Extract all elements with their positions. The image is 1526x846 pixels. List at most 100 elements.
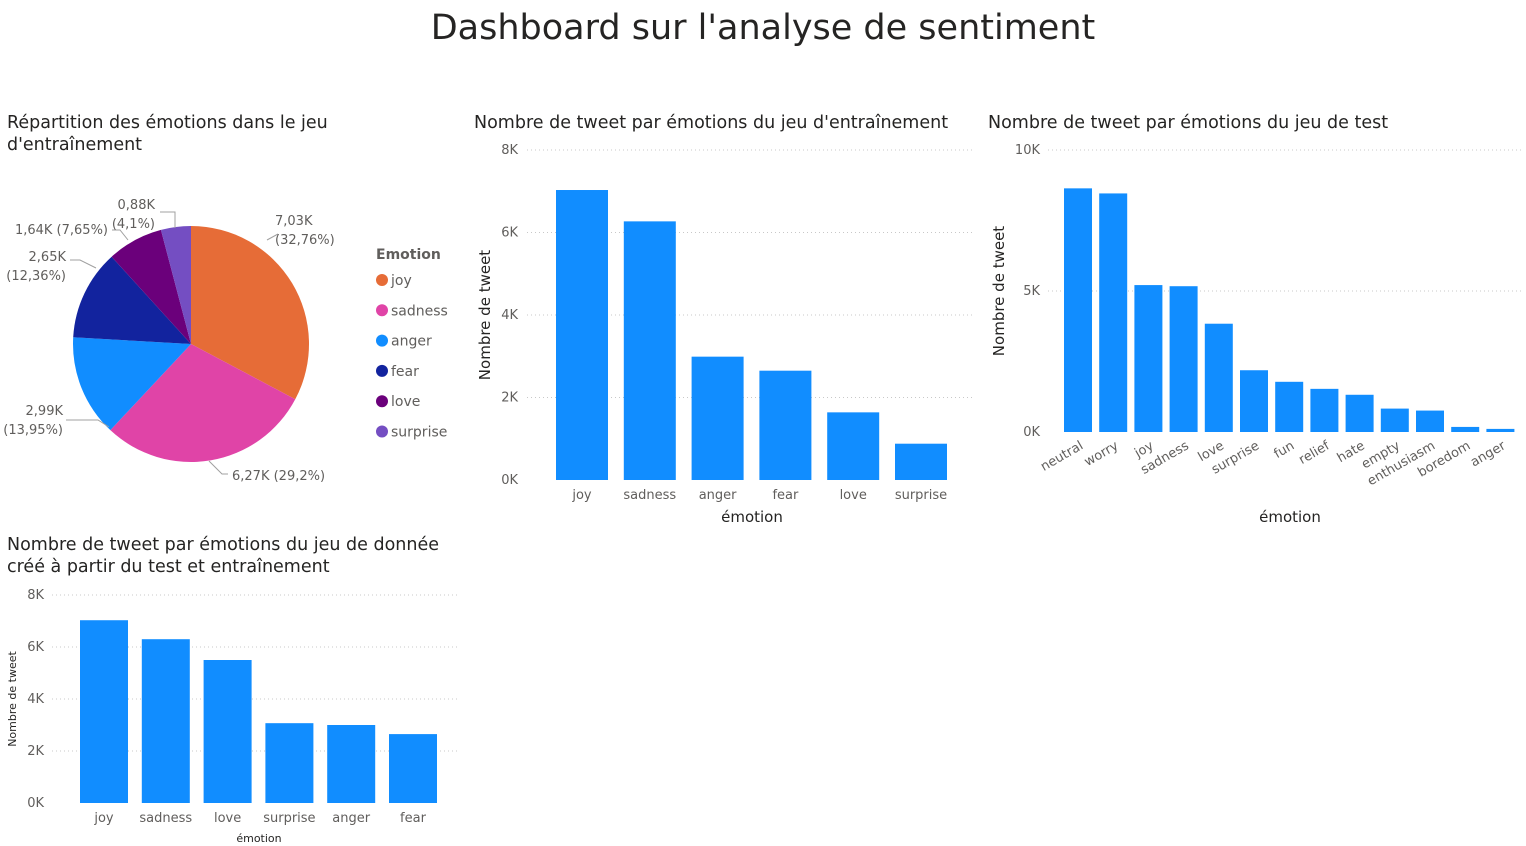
pie-slice-sadness	[110, 344, 296, 462]
x-tick-label: surprise	[895, 488, 947, 503]
combined-title-line-1: Nombre de tweet par émotions du jeu de d…	[7, 535, 439, 555]
bar-surprise	[1240, 370, 1268, 432]
pie-leader-line	[160, 211, 176, 228]
combined-bar-chart[interactable]: 0K 2K 4K 6K 8K joy sadness love surprise anger fea…	[0, 0, 480, 846]
pie-chart[interactable]: 7,03K (32,76%) 6,27K (29,2%) 2,99K (13,95%) 2…	[0, 0, 470, 500]
pie-legend-label: sadness	[391, 303, 448, 319]
pie-legend-label: love	[391, 394, 420, 410]
x-tick-label: sadness	[623, 488, 676, 503]
train-bar-chart[interactable]: 0K 2K 4K 6K 8K joy sadness anger fear love surpris…	[0, 0, 990, 540]
page-title: Dashboard sur l'analyse de sentiment	[430, 8, 1096, 48]
bar-enthusiasm	[1416, 410, 1444, 432]
bar-love	[1204, 323, 1233, 432]
pie-data-label: 0,88K	[118, 198, 156, 213]
pie-slice-fear	[73, 256, 191, 344]
pie-data-label: 7,03K	[275, 214, 313, 229]
x-tick-label: neutral	[1038, 438, 1086, 474]
test-chart-title: Nombre de tweet par émotions du jeu de t…	[988, 113, 1389, 133]
y-tick-label: 5K	[1023, 284, 1040, 299]
pie-legend-marker-joy	[376, 274, 388, 286]
pie-leader-line	[66, 419, 110, 428]
bar-fear	[759, 370, 812, 480]
pie-data-label: (32,76%)	[275, 233, 335, 248]
bar-fear	[389, 734, 437, 803]
y-axis-title: Nombre de tweet	[476, 250, 494, 380]
pie-data-label: (13,95%)	[3, 423, 63, 438]
x-tick-label: sadness	[139, 811, 192, 826]
y-tick-label: 4K	[27, 692, 44, 707]
pie-slice-surprise	[160, 226, 191, 344]
y-tick-label: 10K	[1015, 143, 1041, 158]
y-tick-label: 2K	[27, 744, 44, 759]
bar-anger	[1486, 428, 1515, 432]
bar-love	[203, 660, 252, 803]
pie-legend-marker-anger	[376, 334, 388, 347]
pie-leader-line	[266, 233, 279, 241]
pie-legend-label: joy	[390, 273, 412, 289]
y-tick-label: 0K	[1023, 425, 1040, 440]
x-tick-label: love	[214, 811, 241, 826]
train-chart-title: Nombre de tweet par émotions du jeu d'en…	[474, 113, 949, 133]
y-tick-label: 0K	[27, 796, 44, 811]
x-tick-label: anger	[332, 811, 370, 826]
y-tick-label: 8K	[501, 143, 518, 158]
pie-legend-marker-fear	[376, 364, 388, 377]
x-axis-title: émotion	[721, 508, 783, 526]
y-axis-title: Nombre de tweet	[6, 651, 19, 747]
pie-leader-line	[70, 259, 97, 269]
pie-slice-love	[111, 229, 191, 344]
x-tick-label: worry	[1082, 438, 1122, 470]
bar-anger	[327, 725, 376, 803]
pie-title-line-2: d'entraînement	[7, 135, 143, 155]
x-tick-label: joy	[571, 488, 592, 503]
bar-worry	[1099, 193, 1128, 432]
pie-data-label: 1,64K (7,65%)	[15, 223, 108, 238]
bar-surprise	[265, 723, 314, 803]
pie-title-line-1: Répartition des émotions dans le jeu	[7, 113, 328, 133]
pie-legend-label: anger	[391, 334, 432, 350]
pie-legend-label: surprise	[391, 425, 447, 441]
x-tick-label: relief	[1296, 438, 1332, 468]
pie-legend-marker-love	[376, 395, 388, 408]
bar-anger	[691, 356, 744, 480]
x-tick-label: fear	[400, 811, 427, 826]
bar-neutral	[1064, 188, 1092, 432]
bar-sadness	[623, 221, 676, 481]
bar-boredom	[1451, 426, 1480, 432]
y-tick-label: 2K	[501, 391, 518, 406]
x-tick-label: anger	[1468, 438, 1509, 470]
pie-slice-joy	[191, 226, 309, 400]
pie-data-label: (4,1%)	[112, 217, 155, 232]
bar-joy	[1134, 285, 1163, 432]
y-tick-label: 4K	[501, 308, 518, 323]
bar-joy	[556, 190, 608, 480]
x-tick-label: anger	[699, 488, 737, 503]
x-tick-label: joy	[93, 811, 114, 826]
x-tick-label: love	[840, 488, 867, 503]
bar-sadness	[141, 639, 190, 803]
bar-surprise	[895, 443, 947, 480]
pie-legend-marker-sadness	[376, 304, 388, 317]
pie-leader-line	[112, 229, 129, 241]
bar-relief	[1310, 388, 1339, 432]
y-tick-label: 6K	[501, 226, 518, 241]
bar-joy	[80, 620, 128, 803]
y-axis-title: Nombre de tweet	[990, 226, 1008, 356]
pie-data-label: 6,27K (29,2%)	[232, 469, 325, 484]
bar-love	[827, 412, 880, 480]
bar-hate	[1345, 394, 1374, 432]
pie-data-label: 2,65K	[29, 250, 67, 265]
x-tick-label: surprise	[263, 811, 315, 826]
bar-sadness	[1169, 286, 1198, 432]
pie-legend-label: fear	[391, 364, 419, 380]
pie-data-label: (12,36%)	[6, 269, 66, 284]
x-tick-label: fun	[1271, 438, 1297, 462]
pie-slice-anger	[73, 337, 191, 431]
x-axis-title: émotion	[1259, 508, 1321, 526]
x-axis-title: émotion	[236, 832, 281, 845]
combined-chart-title: Nombre de tweet par émotions du jeu de d…	[7, 534, 439, 578]
bar-empty	[1380, 408, 1409, 432]
pie-leader-line	[208, 460, 228, 475]
combined-title-line-2: créé à partir du test et entraînement	[7, 557, 330, 577]
